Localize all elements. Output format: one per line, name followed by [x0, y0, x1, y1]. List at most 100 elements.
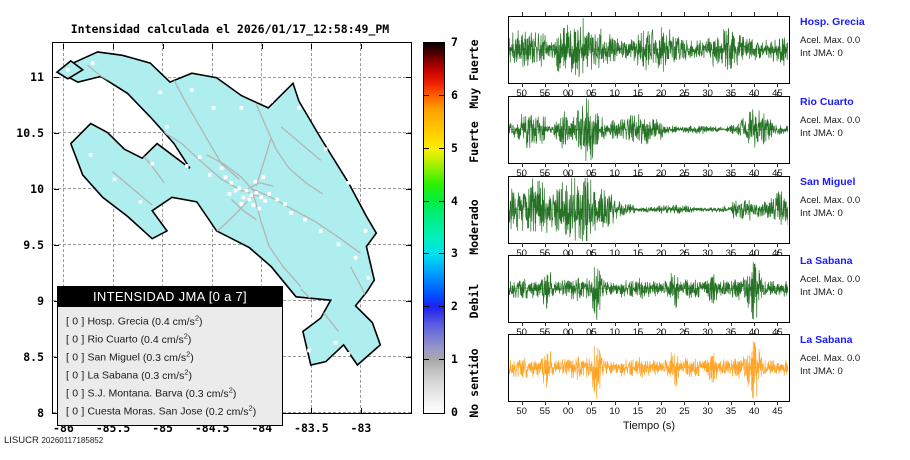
waveform-time-tick	[637, 172, 639, 176]
waveform-time-label: 15	[632, 406, 644, 417]
waveform-time-tick	[614, 92, 616, 96]
waveform-time-tick	[754, 92, 756, 96]
station-name[interactable]: San Miguel	[800, 176, 856, 188]
waveform-time-tick	[591, 92, 593, 96]
legend-accel: (0.3 cm/s2)	[142, 349, 194, 364]
station-name[interactable]: Hosp. Grecia	[800, 16, 865, 28]
waveform-time-tick	[637, 12, 639, 16]
legend-title: INTENSIDAD JMA [0 a 7]	[58, 287, 282, 307]
map-ytick	[53, 77, 59, 79]
map-canvas	[53, 43, 411, 413]
map-xtick-label: -83	[350, 421, 372, 435]
waveform-time-tick	[754, 163, 756, 167]
waveform-time-tick	[544, 83, 546, 87]
waveform-trace-5[interactable]	[508, 334, 790, 402]
waveform-time-tick	[684, 163, 686, 167]
waveform-time-tick	[777, 251, 779, 255]
colorbar-tick	[424, 200, 429, 202]
waveform-time-tick	[544, 251, 546, 255]
waveform-time-tick	[544, 322, 546, 326]
colorbar-gradient	[423, 42, 445, 414]
colorbar-tick	[439, 253, 444, 255]
waveform-time-tick	[591, 83, 593, 87]
colorbar-number: 7	[451, 35, 458, 49]
waveform-time-tick	[707, 251, 709, 255]
waveform-time-tick	[754, 243, 756, 247]
legend-level: [ 0 ]	[66, 315, 85, 328]
waveform-row: 50 55 00 05 10 15 20 25 30 35 40 45 La Sabana Acel. M…	[500, 251, 910, 338]
waveform-time-label: 25	[679, 406, 690, 417]
waveform-time-label: 05	[586, 406, 597, 417]
map-ytick	[53, 300, 59, 302]
waveform-time-label: 00	[562, 406, 574, 417]
waveform-time-tick	[754, 83, 756, 87]
waveform-trace-3[interactable]	[508, 176, 790, 244]
map-xtick	[212, 43, 214, 49]
map-xtick	[360, 407, 362, 413]
waveform-trace-1[interactable]	[508, 16, 790, 84]
legend-row: [ 0 ] San Miguel (0.3 cm/s2)	[66, 347, 276, 365]
map-ytick	[405, 132, 411, 134]
waveform-time-tick	[684, 172, 686, 176]
waveform-time-tick	[637, 251, 639, 255]
waveform-time-tick	[591, 172, 593, 176]
waveform-time-tick	[777, 163, 779, 167]
legend-row: [ 0 ] Hosp. Grecia (0.4 cm/s2)	[66, 311, 276, 329]
legend-station: Hosp. Grecia	[87, 315, 149, 328]
waveform-time-tick	[684, 12, 686, 16]
legend-level: [ 0 ]	[66, 387, 85, 400]
station-accel-max: Acel. Max. 0.0	[800, 195, 861, 206]
colorbar-tick	[439, 147, 444, 149]
waveform-row: 50 55 00 05 10 15 20 25 30 35 40 45 San Miguel Acel. …	[500, 172, 910, 259]
waveform-time-tick	[544, 401, 546, 405]
waveform-time-tick	[521, 172, 523, 176]
station-name[interactable]: La Sabana	[800, 255, 853, 267]
waveform-time-tick	[544, 330, 546, 334]
waveform-trace-2[interactable]	[508, 96, 790, 164]
waveform-time-tick	[568, 12, 570, 16]
colorbar-tick	[439, 200, 444, 202]
waveform-trace-4[interactable]	[508, 255, 790, 323]
waveform-time-tick	[661, 83, 663, 87]
waveform-time-tick	[661, 322, 663, 326]
waveform-time-tick	[730, 163, 732, 167]
waveform-time-tick	[521, 330, 523, 334]
waveform-time-tick	[661, 12, 663, 16]
waveform-time-tick	[707, 322, 709, 326]
waveform-time-tick	[637, 83, 639, 87]
colorbar-tick	[424, 306, 429, 308]
legend-row: [ 0 ] S.J. Montana. Barva (0.3 cm/s2)	[66, 383, 276, 401]
waveform-time-tick	[521, 163, 523, 167]
station-name[interactable]: Rio Cuarto	[800, 96, 854, 108]
map-ytick	[53, 244, 59, 246]
waveform-time-tick	[614, 330, 616, 334]
waveform-time-tick	[591, 330, 593, 334]
colorbar-tick	[439, 359, 444, 361]
map-gridline-lon	[211, 43, 213, 413]
waveform-time-tick	[521, 83, 523, 87]
map-ytick-label: 10.5	[16, 125, 44, 140]
waveform-time-tick	[777, 322, 779, 326]
colorbar-tick	[424, 253, 429, 255]
map-panel: Intensidad calculada el 2026/01/17_12:58…	[4, 22, 481, 446]
waveform-time-tick	[754, 330, 756, 334]
waveform-time-tick	[684, 322, 686, 326]
map-ytick	[53, 356, 59, 358]
waveform-time-tick	[637, 401, 639, 405]
map-xtick	[162, 43, 164, 49]
waveform-time-tick	[568, 322, 570, 326]
waveform-time-tick	[684, 401, 686, 405]
legend-station: La Sabana	[87, 369, 139, 382]
waveform-time-tick	[568, 92, 570, 96]
waveform-time-tick	[544, 243, 546, 247]
waveform-meta: La Sabana Acel. Max. 0.0 Int JMA: 0	[800, 255, 910, 298]
legend-accel: (0.3 cm/s2)	[141, 367, 193, 382]
colorbar-tick	[439, 94, 444, 96]
station-name[interactable]: La Sabana	[800, 334, 853, 346]
waveform-time-tick	[707, 12, 709, 16]
legend-level: [ 0 ]	[66, 333, 85, 346]
map-xtick	[113, 43, 114, 49]
station-int-jma: Int JMA: 0	[800, 287, 843, 298]
map-ytick	[405, 412, 411, 414]
waveform-time-tick	[730, 330, 732, 334]
